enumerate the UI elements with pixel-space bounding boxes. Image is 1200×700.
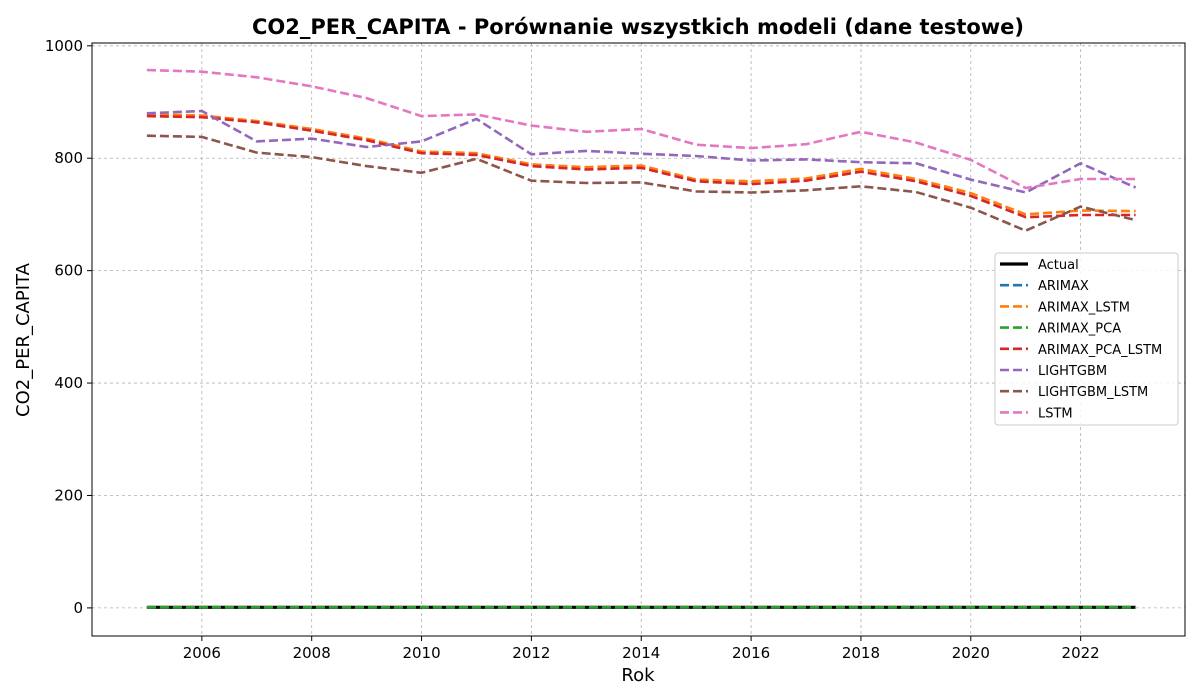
series-line-arimax-pca-lstm xyxy=(146,114,1136,219)
y-axis-label: CO2_PER_CAPITA xyxy=(13,262,34,417)
y-tick-label: 600 xyxy=(54,262,83,280)
y-tick-label: 400 xyxy=(54,374,83,392)
x-tick-label: 2010 xyxy=(402,644,440,662)
legend-label: LIGHTGBM_LSTM xyxy=(1038,385,1148,400)
y-tick-label: 200 xyxy=(54,486,83,504)
x-tick-label: 2022 xyxy=(1062,644,1100,662)
legend-label: ARIMAX_LSTM xyxy=(1038,300,1130,315)
series-line-lightgbm xyxy=(146,109,1137,194)
legend-label: ARIMAX_PCA_LSTM xyxy=(1038,343,1162,358)
series-lines xyxy=(146,68,1137,609)
y-tick-label: 1000 xyxy=(45,37,83,55)
legend-label: Actual xyxy=(1038,258,1079,273)
legend: Actual ARIMAX ARIMAX_LSTM ARIMAX_PCA ARIMAX_… xyxy=(994,252,1179,426)
legend-box xyxy=(994,252,1179,426)
x-tick-label: 2020 xyxy=(952,644,990,662)
series-line-lstm xyxy=(146,68,1136,190)
x-tick-label: 2008 xyxy=(293,644,331,662)
chart-title: CO2_PER_CAPITA - Porównanie wszystkich m… xyxy=(252,15,1024,39)
series-line-lightgbm-lstm xyxy=(146,134,1136,232)
series-line-arimax-lstm xyxy=(146,113,1136,216)
x-axis-label: Rok xyxy=(621,665,655,686)
x-tick-label: 2016 xyxy=(732,644,770,662)
x-tick-label: 2006 xyxy=(183,644,221,662)
legend-label: ARIMAX_PCA xyxy=(1038,322,1121,337)
legend-label: LIGHTGBM xyxy=(1038,364,1107,379)
x-tick-label: 2014 xyxy=(622,644,660,662)
x-tick-label: 2012 xyxy=(512,644,550,662)
plot-frame xyxy=(91,42,1186,637)
axis-ticks: 2006 2008 2010 2012 2014 2016 2018 2020 2022 0 200… xyxy=(45,37,1100,662)
y-tick-label: 0 xyxy=(73,599,83,617)
legend-label: LSTM xyxy=(1038,406,1073,421)
grid xyxy=(92,43,1185,636)
legend-label: ARIMAX xyxy=(1038,279,1089,294)
x-tick-label: 2018 xyxy=(842,644,880,662)
y-tick-label: 800 xyxy=(54,149,83,167)
